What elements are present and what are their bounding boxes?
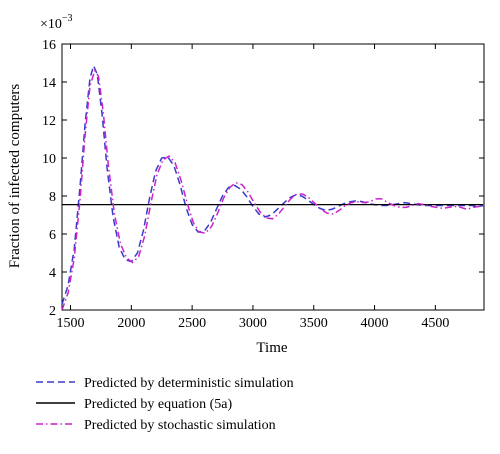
- legend: Predicted by deterministic simulation Pre…: [36, 376, 294, 433]
- y-tick-label: 10: [42, 152, 56, 167]
- y-tick-label: 16: [42, 38, 56, 53]
- series-line-1: [61, 63, 485, 305]
- legend-item-2: Predicted by equation (5a): [36, 397, 232, 412]
- y-tick-label: 6: [49, 228, 56, 243]
- y-tick-label: 4: [49, 266, 56, 281]
- x-tick-label: 2000: [117, 316, 145, 331]
- y-axis-multiplier-base: ×10: [40, 17, 62, 32]
- series-layer: [61, 63, 485, 311]
- y-tick-label: 12: [42, 114, 56, 129]
- y-axis-multiplier: ×10−3: [40, 13, 73, 32]
- legend-label: Predicted by equation (5a): [84, 397, 232, 412]
- legend-label: Predicted by deterministic simulation: [84, 376, 294, 391]
- legend-label: Predicted by stochastic simulation: [84, 418, 276, 433]
- y-tick-label: 8: [49, 190, 56, 205]
- plot-area: 1500 2000 2500 3000 3500 4000 4500 2 4 6 8 10 12 14 16: [42, 38, 485, 331]
- x-tick-label: 3000: [239, 316, 267, 331]
- legend-item-1: Predicted by deterministic simulation: [36, 376, 294, 391]
- x-tick-label: 2500: [178, 316, 206, 331]
- legend-item-3: Predicted by stochastic simulation: [36, 418, 276, 433]
- y-axis-multiplier-exponent: −3: [62, 13, 73, 24]
- series-line-3: [61, 68, 485, 311]
- plot-frame: [61, 43, 485, 311]
- ticks-layer: 1500 2000 2500 3000 3500 4000 4500 2 4 6 8 10 12 14 16: [42, 38, 484, 331]
- x-tick-label: 3500: [300, 316, 328, 331]
- y-tick-label: 2: [49, 304, 56, 319]
- x-tick-label: 1500: [57, 316, 85, 331]
- x-axis-label: Time: [256, 340, 287, 356]
- x-tick-label: 4000: [361, 316, 389, 331]
- y-axis-label: Fraction of infected computers: [7, 84, 23, 269]
- y-tick-label: 14: [42, 76, 56, 91]
- x-tick-label: 4500: [421, 316, 449, 331]
